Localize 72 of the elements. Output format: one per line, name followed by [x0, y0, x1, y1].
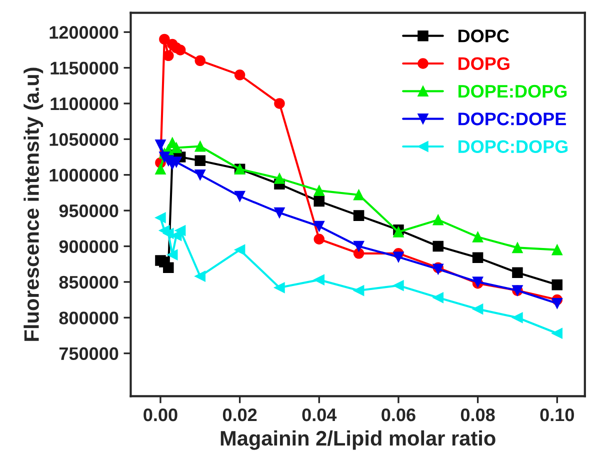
- point: [170, 142, 182, 154]
- point: [155, 140, 166, 150]
- point: [472, 304, 484, 314]
- point: [163, 50, 174, 62]
- x-tick-label: 0.08: [460, 408, 495, 422]
- point: [274, 173, 285, 184]
- point: [512, 242, 523, 254]
- x-tick-label: 0.02: [222, 408, 257, 422]
- legend-label: DOPE:DOPG: [458, 84, 567, 98]
- point: [353, 189, 364, 200]
- point: [194, 55, 206, 66]
- point: [353, 210, 364, 221]
- point: [174, 44, 186, 56]
- point: [393, 280, 404, 291]
- y-tick-label: 850000: [59, 276, 118, 289]
- point: [174, 225, 186, 236]
- y-axis-title: Fluorescence intensity (a.u): [24, 68, 44, 341]
- legend-label: DOPC:DOPG: [458, 140, 568, 153]
- x-tick-label: 0.06: [382, 408, 416, 422]
- point: [170, 156, 182, 168]
- point: [274, 207, 285, 218]
- legend-label: DOPC:DOPE: [458, 112, 566, 126]
- point: [552, 298, 563, 309]
- point: [432, 292, 444, 304]
- legend-label: DOPG: [458, 57, 510, 70]
- y-tick-label: 1050000: [50, 133, 118, 146]
- point: [194, 140, 206, 152]
- y-tick-label: 800000: [59, 312, 118, 324]
- y-tick-label: 1200000: [50, 26, 118, 39]
- point: [234, 70, 246, 80]
- point: [314, 234, 325, 244]
- point: [274, 282, 285, 294]
- point: [234, 244, 246, 256]
- y-tick-label: 1100000: [50, 97, 118, 110]
- point: [166, 249, 178, 260]
- point: [314, 196, 325, 207]
- point: [194, 270, 206, 282]
- y-tick-label: 950000: [59, 204, 118, 218]
- point: [314, 220, 325, 232]
- point: [163, 262, 174, 274]
- point: [512, 267, 523, 278]
- point: [194, 169, 206, 180]
- point: [353, 248, 364, 259]
- point: [353, 240, 364, 252]
- y-tick-label: 750000: [59, 347, 118, 360]
- point: [552, 328, 563, 339]
- point: [393, 252, 404, 262]
- y-tick-label: 900000: [59, 240, 118, 253]
- x-tick-label: 0.10: [540, 408, 574, 422]
- point: [512, 312, 523, 324]
- point: [194, 155, 206, 166]
- point: [432, 214, 444, 226]
- point: [393, 226, 404, 238]
- x-tick-label: 0.00: [144, 408, 178, 422]
- point: [274, 98, 285, 109]
- point: [472, 252, 484, 264]
- point: [314, 185, 325, 196]
- point: [552, 244, 563, 256]
- point: [234, 190, 246, 202]
- point: [159, 34, 170, 45]
- point: [472, 232, 484, 242]
- y-tick-label: 1150000: [50, 62, 118, 75]
- y-tick-label: 1000000: [50, 168, 118, 182]
- point: [432, 240, 444, 252]
- point: [353, 285, 364, 296]
- x-tick-label: 0.04: [302, 408, 337, 422]
- point: [155, 212, 166, 224]
- point: [552, 279, 563, 290]
- point: [314, 274, 325, 286]
- legend-label: DOPC: [458, 30, 509, 42]
- x-axis-title: Magainin 2/Lipid molar ratio: [220, 430, 496, 450]
- point: [155, 164, 166, 175]
